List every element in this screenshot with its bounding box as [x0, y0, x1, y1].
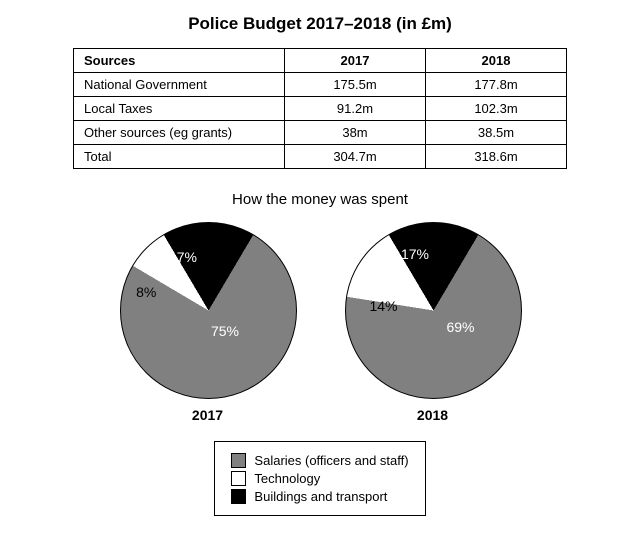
table-body: National Government 175.5m 177.8m Local …: [74, 73, 567, 169]
col-sources: Sources: [74, 49, 285, 73]
table-header-row: Sources 2017 2018: [74, 49, 567, 73]
pie-pct-buildings: 17%: [169, 249, 197, 265]
cell-2018: 102.3m: [426, 97, 567, 121]
pie-disc: [120, 222, 297, 399]
pie-2017: 75% 8% 17%: [120, 222, 295, 397]
budget-table: Sources 2017 2018 National Government 17…: [73, 48, 567, 169]
table-row: Total 304.7m 318.6m: [74, 145, 567, 169]
legend-swatch-buildings: [231, 489, 246, 504]
cell-2018: 177.8m: [426, 73, 567, 97]
legend-label: Buildings and transport: [254, 489, 387, 504]
pie-block-2018: 69% 14% 17% 2018: [345, 222, 520, 423]
col-2018: 2018: [426, 49, 567, 73]
legend-swatch-technology: [231, 471, 246, 486]
cell-source: Total: [74, 145, 285, 169]
table-row: National Government 175.5m 177.8m: [74, 73, 567, 97]
spending-title: How the money was spent: [0, 191, 640, 208]
cell-2017: 38m: [285, 121, 426, 145]
legend-row-buildings: Buildings and transport: [231, 489, 408, 504]
page-title: Police Budget 2017–2018 (in £m): [0, 14, 640, 34]
cell-source: Other sources (eg grants): [74, 121, 285, 145]
cell-2018: 38.5m: [426, 121, 567, 145]
budget-table-wrap: Sources 2017 2018 National Government 17…: [0, 48, 640, 169]
legend: Salaries (officers and staff) Technology B…: [214, 441, 425, 516]
legend-wrap: Salaries (officers and staff) Technology B…: [0, 441, 640, 516]
pie-pct-technology: 8%: [136, 284, 156, 300]
table-row: Other sources (eg grants) 38m 38.5m: [74, 121, 567, 145]
legend-label: Salaries (officers and staff): [254, 453, 408, 468]
cell-source: Local Taxes: [74, 97, 285, 121]
cell-2017: 91.2m: [285, 97, 426, 121]
pie-pct-salaries: 75%: [211, 323, 239, 339]
pie-pct-buildings: 17%: [401, 246, 429, 262]
table-row: Local Taxes 91.2m 102.3m: [74, 97, 567, 121]
legend-row-technology: Technology: [231, 471, 408, 486]
pie-pct-salaries: 69%: [446, 319, 474, 335]
pie-year-label: 2017: [192, 407, 223, 423]
pie-2018: 69% 14% 17%: [345, 222, 520, 397]
cell-source: National Government: [74, 73, 285, 97]
legend-row-salaries: Salaries (officers and staff): [231, 453, 408, 468]
pie-year-label: 2018: [417, 407, 448, 423]
cell-2017: 175.5m: [285, 73, 426, 97]
legend-label: Technology: [254, 471, 320, 486]
pie-block-2017: 75% 8% 17% 2017: [120, 222, 295, 423]
pie-pct-technology: 14%: [369, 298, 397, 314]
legend-swatch-salaries: [231, 453, 246, 468]
cell-2017: 304.7m: [285, 145, 426, 169]
page: Police Budget 2017–2018 (in £m) Sources …: [0, 0, 640, 558]
col-2017: 2017: [285, 49, 426, 73]
cell-2018: 318.6m: [426, 145, 567, 169]
pie-charts: 75% 8% 17% 2017 69% 14% 17% 2018: [0, 222, 640, 423]
